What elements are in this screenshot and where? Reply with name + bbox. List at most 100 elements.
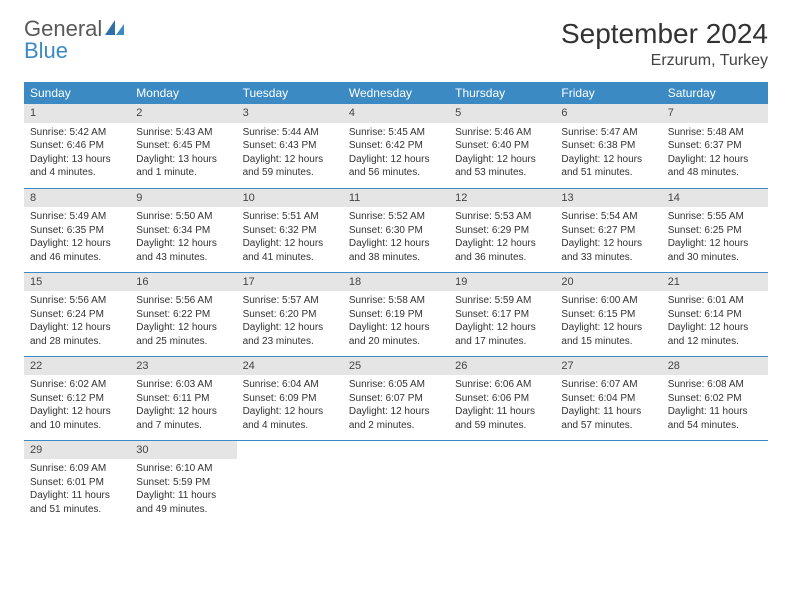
- daylight-text: Daylight: 13 hours and 1 minute.: [136, 153, 230, 180]
- day-details: Sunrise: 5:56 AMSunset: 6:24 PMDaylight:…: [24, 291, 130, 352]
- day-number: 9: [130, 189, 236, 208]
- daylight-text: Daylight: 11 hours and 49 minutes.: [136, 489, 230, 516]
- calendar-week-row: 22Sunrise: 6:02 AMSunset: 6:12 PMDayligh…: [24, 356, 768, 440]
- day-details: Sunrise: 6:09 AMSunset: 6:01 PMDaylight:…: [24, 459, 130, 520]
- sunrise-text: Sunrise: 6:04 AM: [243, 378, 337, 392]
- calendar-day-cell: [449, 440, 555, 524]
- sunset-text: Sunset: 6:17 PM: [455, 308, 549, 322]
- sunrise-text: Sunrise: 6:01 AM: [668, 294, 762, 308]
- page-header: General Blue September 2024 Erzurum, Tur…: [24, 18, 768, 70]
- day-details: Sunrise: 5:52 AMSunset: 6:30 PMDaylight:…: [343, 207, 449, 268]
- day-details: Sunrise: 6:08 AMSunset: 6:02 PMDaylight:…: [662, 375, 768, 436]
- calendar-week-row: 8Sunrise: 5:49 AMSunset: 6:35 PMDaylight…: [24, 188, 768, 272]
- sunrise-text: Sunrise: 5:53 AM: [455, 210, 549, 224]
- sunset-text: Sunset: 6:11 PM: [136, 392, 230, 406]
- sunset-text: Sunset: 6:29 PM: [455, 224, 549, 238]
- sunrise-text: Sunrise: 6:05 AM: [349, 378, 443, 392]
- logo: General Blue: [24, 18, 126, 62]
- daylight-text: Daylight: 12 hours and 4 minutes.: [243, 405, 337, 432]
- sunrise-text: Sunrise: 5:57 AM: [243, 294, 337, 308]
- day-number: 30: [130, 441, 236, 460]
- day-details: Sunrise: 5:45 AMSunset: 6:42 PMDaylight:…: [343, 123, 449, 184]
- sunrise-text: Sunrise: 5:44 AM: [243, 126, 337, 140]
- calendar-day-cell: [555, 440, 661, 524]
- sunrise-text: Sunrise: 5:49 AM: [30, 210, 124, 224]
- sunset-text: Sunset: 6:37 PM: [668, 139, 762, 153]
- daylight-text: Daylight: 12 hours and 46 minutes.: [30, 237, 124, 264]
- calendar-day-cell: 3Sunrise: 5:44 AMSunset: 6:43 PMDaylight…: [237, 104, 343, 188]
- sunrise-text: Sunrise: 6:00 AM: [561, 294, 655, 308]
- sunset-text: Sunset: 6:32 PM: [243, 224, 337, 238]
- weekday-header: Monday: [130, 82, 236, 104]
- month-title: September 2024: [561, 18, 768, 50]
- calendar-day-cell: 14Sunrise: 5:55 AMSunset: 6:25 PMDayligh…: [662, 188, 768, 272]
- daylight-text: Daylight: 12 hours and 25 minutes.: [136, 321, 230, 348]
- day-number: 8: [24, 189, 130, 208]
- calendar-day-cell: 22Sunrise: 6:02 AMSunset: 6:12 PMDayligh…: [24, 356, 130, 440]
- location-label: Erzurum, Turkey: [561, 52, 768, 70]
- day-number: 12: [449, 189, 555, 208]
- sunrise-text: Sunrise: 5:42 AM: [30, 126, 124, 140]
- daylight-text: Daylight: 12 hours and 38 minutes.: [349, 237, 443, 264]
- daylight-text: Daylight: 12 hours and 23 minutes.: [243, 321, 337, 348]
- day-details: Sunrise: 5:51 AMSunset: 6:32 PMDaylight:…: [237, 207, 343, 268]
- calendar-day-cell: [662, 440, 768, 524]
- sunset-text: Sunset: 6:01 PM: [30, 476, 124, 490]
- day-number: 28: [662, 357, 768, 376]
- calendar-day-cell: 10Sunrise: 5:51 AMSunset: 6:32 PMDayligh…: [237, 188, 343, 272]
- sunrise-text: Sunrise: 6:06 AM: [455, 378, 549, 392]
- day-number: 17: [237, 273, 343, 292]
- daylight-text: Daylight: 12 hours and 30 minutes.: [668, 237, 762, 264]
- sunrise-text: Sunrise: 5:48 AM: [668, 126, 762, 140]
- day-number: 15: [24, 273, 130, 292]
- daylight-text: Daylight: 11 hours and 51 minutes.: [30, 489, 124, 516]
- calendar-day-cell: 25Sunrise: 6:05 AMSunset: 6:07 PMDayligh…: [343, 356, 449, 440]
- day-number: 6: [555, 104, 661, 123]
- day-number: 13: [555, 189, 661, 208]
- sunset-text: Sunset: 6:12 PM: [30, 392, 124, 406]
- day-details: Sunrise: 5:55 AMSunset: 6:25 PMDaylight:…: [662, 207, 768, 268]
- calendar-day-cell: 2Sunrise: 5:43 AMSunset: 6:45 PMDaylight…: [130, 104, 236, 188]
- daylight-text: Daylight: 12 hours and 51 minutes.: [561, 153, 655, 180]
- sunrise-text: Sunrise: 5:50 AM: [136, 210, 230, 224]
- calendar-day-cell: 18Sunrise: 5:58 AMSunset: 6:19 PMDayligh…: [343, 272, 449, 356]
- calendar-day-cell: 27Sunrise: 6:07 AMSunset: 6:04 PMDayligh…: [555, 356, 661, 440]
- calendar-day-cell: 16Sunrise: 5:56 AMSunset: 6:22 PMDayligh…: [130, 272, 236, 356]
- sunrise-text: Sunrise: 5:51 AM: [243, 210, 337, 224]
- sunset-text: Sunset: 6:04 PM: [561, 392, 655, 406]
- calendar-day-cell: [343, 440, 449, 524]
- calendar-week-row: 15Sunrise: 5:56 AMSunset: 6:24 PMDayligh…: [24, 272, 768, 356]
- sunset-text: Sunset: 6:15 PM: [561, 308, 655, 322]
- day-number: 16: [130, 273, 236, 292]
- sunset-text: Sunset: 6:38 PM: [561, 139, 655, 153]
- day-details: Sunrise: 5:53 AMSunset: 6:29 PMDaylight:…: [449, 207, 555, 268]
- sunrise-text: Sunrise: 5:58 AM: [349, 294, 443, 308]
- sunrise-text: Sunrise: 5:47 AM: [561, 126, 655, 140]
- calendar-day-cell: 12Sunrise: 5:53 AMSunset: 6:29 PMDayligh…: [449, 188, 555, 272]
- calendar-day-cell: 9Sunrise: 5:50 AMSunset: 6:34 PMDaylight…: [130, 188, 236, 272]
- calendar-day-cell: 8Sunrise: 5:49 AMSunset: 6:35 PMDaylight…: [24, 188, 130, 272]
- daylight-text: Daylight: 12 hours and 2 minutes.: [349, 405, 443, 432]
- day-number: 14: [662, 189, 768, 208]
- sunset-text: Sunset: 6:20 PM: [243, 308, 337, 322]
- calendar-page: General Blue September 2024 Erzurum, Tur…: [0, 0, 792, 542]
- calendar-week-row: 29Sunrise: 6:09 AMSunset: 6:01 PMDayligh…: [24, 440, 768, 524]
- day-details: Sunrise: 6:01 AMSunset: 6:14 PMDaylight:…: [662, 291, 768, 352]
- daylight-text: Daylight: 12 hours and 15 minutes.: [561, 321, 655, 348]
- day-number: 22: [24, 357, 130, 376]
- calendar-day-cell: 30Sunrise: 6:10 AMSunset: 5:59 PMDayligh…: [130, 440, 236, 524]
- calendar-day-cell: 23Sunrise: 6:03 AMSunset: 6:11 PMDayligh…: [130, 356, 236, 440]
- calendar-day-cell: 6 Sunrise: 5:47 AMSunset: 6:38 PMDaylight…: [555, 104, 661, 188]
- daylight-text: Daylight: 12 hours and 20 minutes.: [349, 321, 443, 348]
- day-details: Sunrise: 5:42 AMSunset: 6:46 PMDaylight:…: [24, 123, 130, 184]
- calendar-day-cell: 5Sunrise: 5:46 AMSunset: 6:40 PMDaylight…: [449, 104, 555, 188]
- day-details: Sunrise: 5:43 AMSunset: 6:45 PMDaylight:…: [130, 123, 236, 184]
- day-number: 26: [449, 357, 555, 376]
- day-number: 19: [449, 273, 555, 292]
- day-details: Sunrise: 6:04 AMSunset: 6:09 PMDaylight:…: [237, 375, 343, 436]
- calendar-day-cell: 21Sunrise: 6:01 AMSunset: 6:14 PMDayligh…: [662, 272, 768, 356]
- sunrise-text: Sunrise: 5:43 AM: [136, 126, 230, 140]
- sunset-text: Sunset: 5:59 PM: [136, 476, 230, 490]
- sunrise-text: Sunrise: 6:08 AM: [668, 378, 762, 392]
- sunrise-text: Sunrise: 5:45 AM: [349, 126, 443, 140]
